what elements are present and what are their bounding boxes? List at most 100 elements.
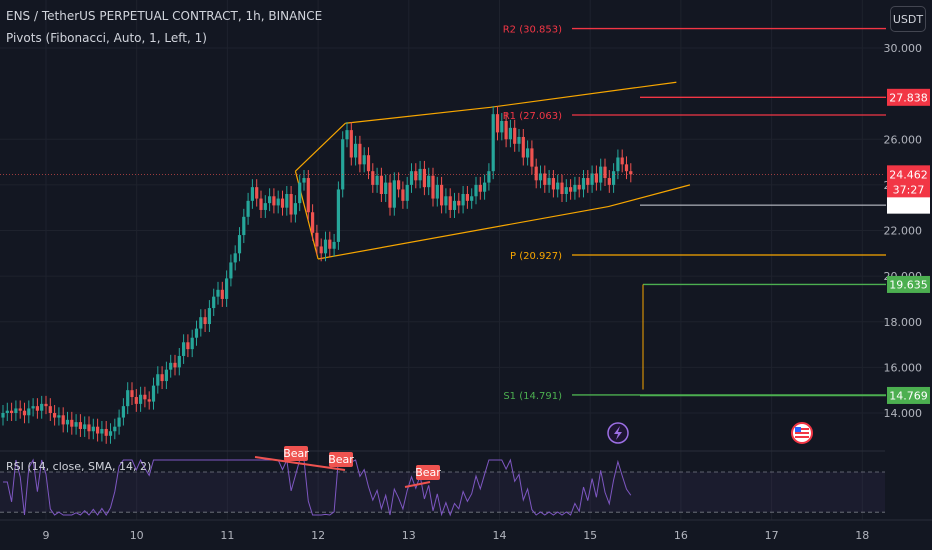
candle-body	[10, 410, 14, 413]
channel-left-edge	[295, 122, 346, 172]
candle-body	[397, 180, 401, 190]
candle-body	[160, 374, 164, 382]
time-axis-bg	[0, 520, 932, 550]
candle-body	[616, 157, 620, 172]
candle-body	[556, 182, 560, 190]
candle-body	[569, 187, 573, 192]
candle-body	[96, 426, 100, 434]
candle-body	[470, 196, 474, 201]
rsi-line	[3, 458, 632, 517]
time-tick: 14	[493, 529, 507, 542]
candle-body	[237, 235, 242, 254]
candle-body	[607, 178, 611, 185]
candle-body	[173, 362, 177, 368]
candle-body	[143, 394, 147, 400]
pivot-label: R2 (30.853)	[503, 25, 562, 36]
candle-body	[405, 184, 409, 201]
price-tick: 16.000	[884, 361, 923, 374]
price-tick: 30.000	[884, 42, 923, 55]
indicator-legend[interactable]: Pivots (Fibonacci, Auto, 1, Left, 1)	[6, 31, 207, 45]
bear-tag: Bear	[328, 453, 354, 466]
candle-body	[78, 422, 82, 429]
candle-body	[246, 200, 250, 217]
candle-body	[293, 203, 297, 215]
candle-body	[151, 385, 156, 402]
candle-body	[422, 168, 426, 188]
candle-body	[375, 175, 379, 185]
candle-body	[323, 239, 328, 254]
pivot-label: R1 (27.063)	[503, 111, 562, 122]
candle-body	[233, 253, 237, 263]
candle-body	[22, 410, 27, 416]
candle-body	[169, 362, 173, 370]
price-range-tool	[640, 283, 888, 397]
candle-body	[40, 403, 44, 411]
us-flag-icon[interactable]	[791, 422, 813, 444]
divergence-line	[254, 456, 346, 471]
rsi-legend[interactable]: RSI (14, close, SMA, 14, 2)	[6, 460, 152, 473]
candle-body	[212, 296, 216, 309]
symbol-title[interactable]: ENS / TetherUS PERPETUAL CONTRACT, 1h, B…	[6, 9, 323, 23]
candle-body	[48, 406, 52, 413]
candle-body	[354, 143, 358, 158]
pivot-label: P (20.927)	[510, 251, 562, 262]
candle-body	[91, 426, 95, 432]
price-axis[interactable]: 30.00026.00024.00022.00020.00018.00016.0…	[884, 0, 932, 520]
bear-tag: Bear	[283, 447, 309, 460]
candle-body	[130, 390, 134, 398]
candle-body	[388, 182, 392, 208]
candle-body	[134, 397, 138, 404]
candle-body	[5, 410, 9, 413]
candle-body	[199, 317, 203, 329]
candle-body	[328, 239, 332, 249]
candle-body	[624, 164, 629, 172]
time-tick: 11	[220, 529, 234, 542]
tag-range-top: 19.635	[889, 278, 928, 291]
tag-level-mid: 23.111	[889, 199, 928, 212]
candle-body	[311, 212, 315, 233]
candle-body	[538, 173, 543, 181]
candle-body	[35, 406, 39, 411]
candle-body	[65, 419, 70, 425]
tag-countdown: 37:27	[893, 183, 925, 196]
candle-body	[306, 178, 310, 213]
candle-body	[513, 127, 517, 144]
candle-body	[289, 194, 293, 215]
candle-body	[401, 189, 405, 201]
candle-body	[250, 187, 254, 201]
candle-body	[594, 173, 598, 183]
candlesticks	[0, 106, 885, 444]
bear-tag-bg	[416, 465, 440, 480]
candle-body	[216, 289, 220, 297]
candle-body	[263, 203, 267, 210]
pivot-label: S1 (14.791)	[503, 391, 562, 402]
lightning-icon[interactable]	[607, 422, 629, 444]
candle-body	[371, 171, 375, 185]
candle-body	[517, 136, 521, 144]
candle-body	[379, 175, 383, 194]
candle-body	[190, 337, 194, 350]
time-tick: 10	[130, 529, 144, 542]
candle-body	[298, 182, 302, 204]
candle-body	[564, 187, 568, 194]
candle-body	[534, 166, 538, 181]
candle-body	[358, 143, 362, 165]
candle-body	[272, 196, 276, 206]
bear-tag-bg	[329, 452, 353, 467]
candle-body	[280, 198, 285, 208]
currency-button[interactable]: USDT	[890, 6, 926, 32]
candle-body	[242, 216, 246, 236]
candle-body	[285, 194, 289, 208]
time-tick: 12	[311, 529, 325, 542]
bear-tag-bg	[284, 446, 308, 461]
candle-body	[121, 406, 125, 418]
event-icons	[607, 422, 813, 444]
time-tick: 16	[674, 529, 688, 542]
tag-level-mid-bg	[887, 196, 930, 214]
candle-body	[362, 155, 366, 165]
candle-body	[431, 175, 435, 199]
candle-body	[581, 178, 586, 190]
time-axis[interactable]: 9 10 11 12 13 14 15 16 17 18	[0, 519, 932, 550]
candle-body	[551, 178, 555, 190]
